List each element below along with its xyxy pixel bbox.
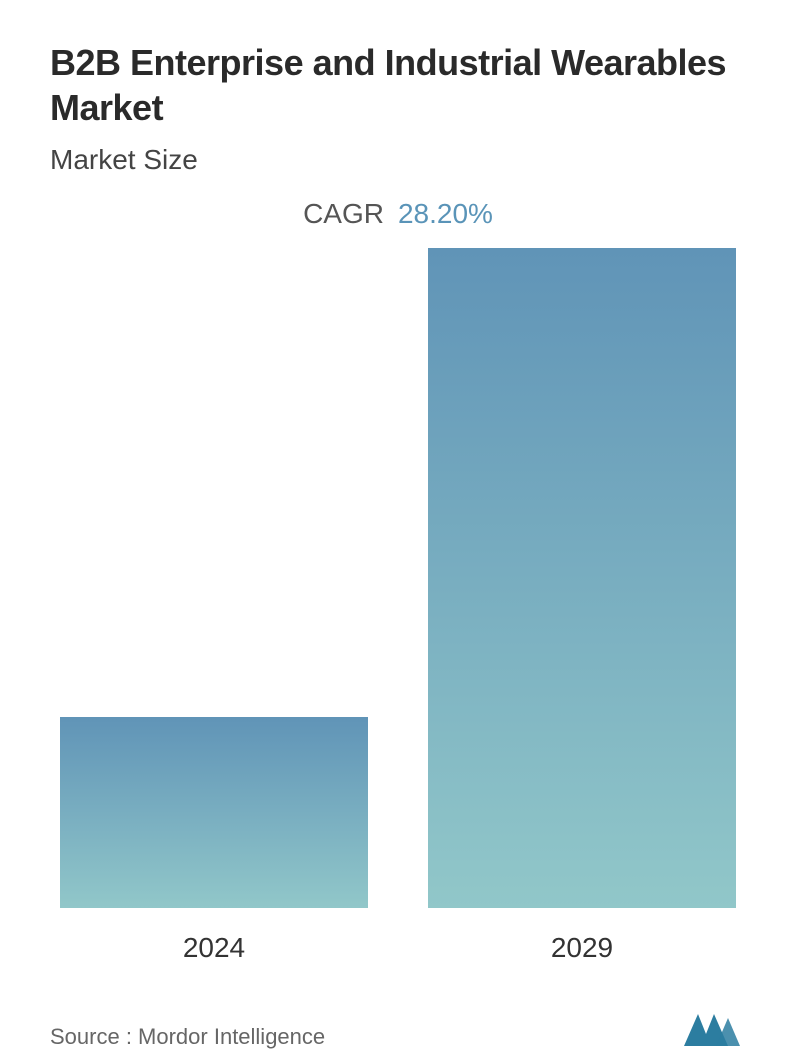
cagr-label: CAGR — [303, 198, 384, 229]
chart-title: B2B Enterprise and Industrial Wearables … — [50, 40, 746, 130]
mordor-logo-icon — [682, 1006, 746, 1050]
cagr-row: CAGR 28.20% — [50, 198, 746, 230]
bar-1 — [428, 248, 736, 908]
cagr-value: 28.20% — [398, 198, 493, 229]
source-text: Source : Mordor Intelligence — [50, 1024, 325, 1050]
footer: Source : Mordor Intelligence — [50, 994, 746, 1050]
bar-label-1: 2029 — [551, 932, 613, 964]
bar-0 — [60, 717, 368, 908]
chart-subtitle: Market Size — [50, 144, 746, 176]
bar-group-1: 2029 — [428, 248, 736, 964]
chart-area: 2024 2029 — [50, 248, 746, 964]
bar-group-0: 2024 — [60, 717, 368, 964]
bar-label-0: 2024 — [183, 932, 245, 964]
chart-container: B2B Enterprise and Industrial Wearables … — [0, 0, 796, 1034]
